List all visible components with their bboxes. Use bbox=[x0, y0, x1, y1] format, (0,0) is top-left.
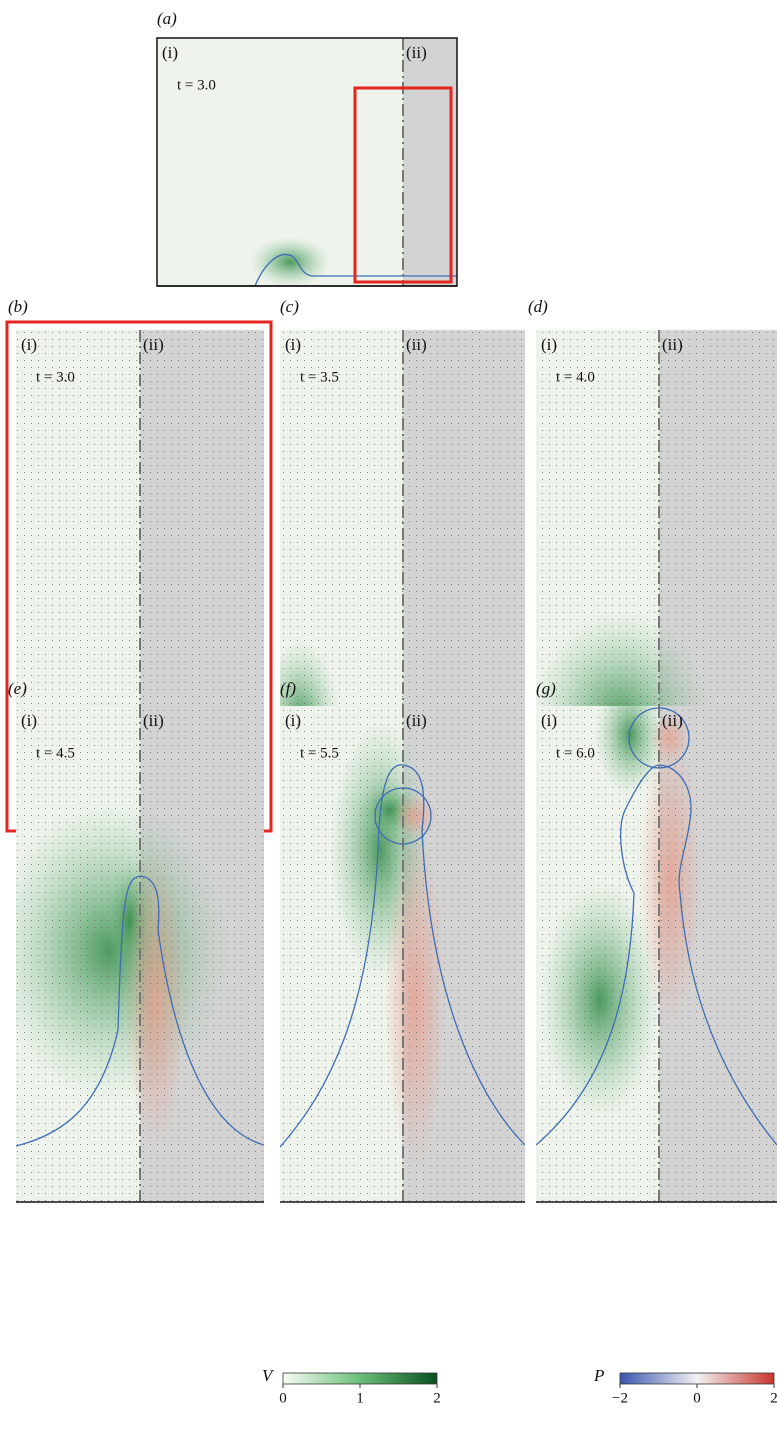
interface bbox=[280, 764, 525, 1148]
velocity-blob bbox=[250, 237, 330, 286]
colorbar-ramp bbox=[282, 1372, 438, 1385]
right-label: (ii) bbox=[143, 711, 164, 730]
panel-label: (d) bbox=[528, 297, 548, 316]
right-label: (ii) bbox=[406, 335, 427, 354]
left-label: (i) bbox=[21, 711, 37, 730]
colorbar-tick-label: −2 bbox=[612, 1390, 628, 1406]
pressure-blob bbox=[490, 247, 540, 283]
right-label: (ii) bbox=[143, 335, 164, 354]
right-field bbox=[403, 38, 457, 286]
panel-body bbox=[157, 38, 540, 286]
colorbar-tick-label: 0 bbox=[693, 1390, 701, 1406]
panel-body bbox=[16, 706, 264, 1202]
panel-label: (c) bbox=[280, 297, 299, 316]
panel: (f) (i) (ii) t = 5.5 bbox=[280, 679, 525, 1203]
time-label: t = 3.5 bbox=[300, 369, 339, 385]
frame bbox=[156, 37, 458, 287]
panel-label: (b) bbox=[8, 297, 28, 316]
colorbar-tick-label: 2 bbox=[770, 1390, 777, 1406]
colorbar-tick-label: 0 bbox=[279, 1390, 287, 1406]
colorbar: V0 1 2 bbox=[262, 1366, 441, 1407]
colorbar-label: V bbox=[262, 1366, 275, 1385]
time-label: t = 3.0 bbox=[36, 369, 75, 385]
colorbar-tick-label: 2 bbox=[433, 1390, 441, 1406]
left-label: (i) bbox=[285, 335, 301, 354]
panel-label: (e) bbox=[8, 679, 27, 698]
panel-body bbox=[536, 706, 777, 1202]
left-label: (i) bbox=[21, 335, 37, 354]
right-label: (ii) bbox=[406, 43, 427, 62]
colorbar: P −2 0 2 bbox=[593, 1366, 777, 1407]
colorbar-tick-label: 1 bbox=[356, 1390, 364, 1406]
interface bbox=[536, 707, 777, 1146]
panel-body bbox=[280, 706, 525, 1202]
time-label: t = 4.5 bbox=[36, 745, 75, 761]
left-label: (i) bbox=[285, 711, 301, 730]
zoom-box bbox=[353, 86, 453, 284]
panel: (g) (i) (ii) t = 6.0 bbox=[536, 679, 777, 1203]
left-label: (i) bbox=[162, 43, 178, 62]
colorbar-label: P bbox=[593, 1366, 604, 1385]
vector-field bbox=[536, 706, 777, 1202]
colorbar-ramp bbox=[619, 1372, 775, 1385]
panel-label: (f) bbox=[280, 679, 296, 698]
panel-label: (a) bbox=[157, 9, 177, 28]
left-label: (i) bbox=[541, 335, 557, 354]
time-label: t = 5.5 bbox=[300, 745, 339, 761]
right-label: (ii) bbox=[662, 711, 683, 730]
panel: (a) (i) (ii) t = 3.0 bbox=[156, 9, 540, 287]
panel: (e) (i) (ii) t = 4.5 bbox=[8, 679, 264, 1203]
time-label: t = 4.0 bbox=[556, 369, 595, 385]
panel-label: (g) bbox=[536, 679, 556, 698]
right-label: (ii) bbox=[662, 335, 683, 354]
time-label: t = 6.0 bbox=[556, 745, 595, 761]
left-label: (i) bbox=[541, 711, 557, 730]
right-label: (ii) bbox=[406, 711, 427, 730]
time-label: t = 3.0 bbox=[177, 77, 216, 93]
